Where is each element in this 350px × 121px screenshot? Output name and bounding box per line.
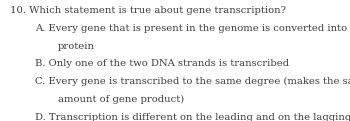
Text: A. Every gene that is present in the genome is converted into a: A. Every gene that is present in the gen…	[35, 24, 350, 33]
Text: amount of gene product): amount of gene product)	[58, 95, 184, 104]
Text: C. Every gene is transcribed to the same degree (makes the same: C. Every gene is transcribed to the same…	[35, 77, 350, 86]
Text: D. Transcription is different on the leading and on the lagging: D. Transcription is different on the lea…	[35, 113, 350, 121]
Text: protein: protein	[58, 42, 95, 51]
Text: 10. Which statement is true about gene transcription?: 10. Which statement is true about gene t…	[10, 6, 287, 15]
Text: B. Only one of the two DNA strands is transcribed: B. Only one of the two DNA strands is tr…	[35, 59, 289, 68]
